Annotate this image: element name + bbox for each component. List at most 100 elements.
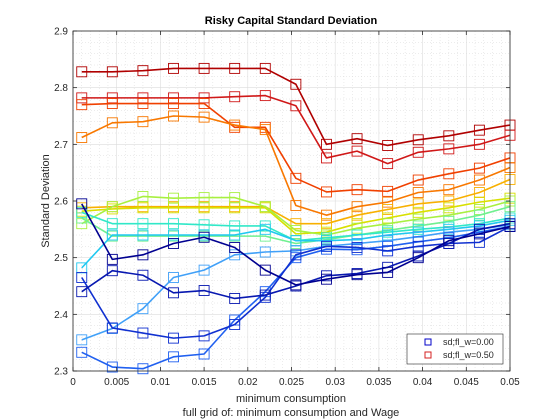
data-point	[168, 238, 179, 249]
x-tick-label: 0.02	[238, 377, 258, 388]
data-point	[137, 327, 149, 339]
data-point	[229, 319, 241, 330]
data-point	[412, 174, 424, 186]
series-layer	[76, 62, 516, 375]
data-point	[443, 209, 455, 221]
data-point	[321, 209, 332, 221]
series	[76, 198, 516, 291]
data-point	[106, 66, 118, 78]
data-point	[412, 187, 424, 198]
data-point	[229, 249, 241, 261]
legend: sd;fl_w=0.00 sd;fl_w=0.50	[406, 333, 504, 365]
data-point	[443, 168, 455, 180]
data-point	[473, 196, 485, 208]
series-line	[81, 94, 511, 165]
data-point	[259, 264, 271, 276]
y-tick-label: 2.8	[54, 83, 68, 94]
data-point	[259, 124, 271, 136]
data-point	[351, 242, 363, 253]
data-point	[290, 279, 302, 291]
x-axis: 0 0.005 0.01 0.015 0.02 0.025 0.03 0.035 0.04 0.0…	[70, 31, 520, 388]
data-point	[229, 91, 241, 103]
x-tick-label: 0.025	[279, 377, 304, 388]
series-line	[81, 67, 511, 147]
series-line	[81, 197, 511, 235]
data-point	[321, 186, 332, 198]
data-point	[412, 146, 424, 158]
x-tick-label: 0.01	[151, 377, 171, 388]
data-point	[137, 98, 149, 109]
data-point	[259, 289, 271, 301]
data-point	[137, 202, 149, 214]
data-point	[473, 228, 485, 240]
series-line	[81, 115, 511, 216]
x-tick-label: 0.05	[500, 377, 520, 388]
data-point	[168, 98, 179, 109]
data-point	[321, 138, 332, 150]
legend-box	[406, 333, 504, 365]
data-point	[229, 229, 241, 241]
chart-title: Risky Capital Standard Deviation	[205, 15, 378, 27]
data-point	[351, 222, 363, 234]
legend-entry: sd;fl_w=0.00	[424, 337, 494, 347]
data-point	[229, 242, 241, 253]
data-point	[351, 201, 363, 213]
data-point	[412, 134, 424, 146]
legend-entry: sd;fl_w=0.50	[424, 350, 494, 360]
x-tick-label: 0.04	[413, 377, 433, 388]
data-point	[473, 138, 485, 150]
data-point	[106, 265, 118, 277]
data-point	[473, 209, 485, 221]
data-point	[443, 202, 455, 214]
data-point	[106, 98, 118, 109]
series-line	[81, 203, 511, 286]
data-point	[290, 100, 302, 112]
data-point	[229, 62, 241, 74]
data-point	[76, 334, 88, 346]
x-tick-label: 0	[70, 377, 76, 388]
data-point	[198, 264, 210, 276]
data-point	[198, 330, 210, 342]
data-point	[137, 269, 149, 281]
data-point	[168, 110, 179, 122]
y-axis-label: Standard Deviation	[40, 154, 52, 248]
data-point	[168, 332, 179, 344]
data-point	[473, 236, 485, 248]
data-point	[473, 162, 485, 174]
data-point	[259, 90, 271, 102]
data-point	[76, 99, 88, 111]
data-point	[443, 143, 455, 155]
legend-marker-square-icon	[424, 351, 432, 359]
series	[76, 110, 516, 221]
data-point	[473, 124, 485, 136]
data-point	[382, 204, 394, 215]
x-tick-label: 0.005	[104, 377, 129, 388]
legend-label: sd;fl_w=0.00	[443, 337, 494, 347]
data-point	[443, 235, 455, 247]
data-point	[351, 209, 363, 221]
series	[76, 62, 516, 151]
x-tick-label: 0.03	[325, 377, 345, 388]
data-point	[412, 252, 424, 264]
data-point	[229, 119, 241, 131]
data-point	[321, 218, 332, 230]
data-point	[137, 116, 149, 128]
series-line	[81, 219, 511, 269]
data-point	[229, 220, 241, 232]
y-tick-label: 2.4	[54, 310, 68, 321]
data-point	[137, 191, 149, 202]
data-point	[382, 218, 394, 230]
chart-caption: full grid of: minimum consumption and Wa…	[183, 407, 400, 419]
data-point	[321, 240, 332, 252]
data-point	[229, 192, 241, 204]
data-point	[137, 363, 149, 375]
data-point	[321, 152, 332, 164]
data-point	[168, 287, 179, 299]
data-point	[443, 130, 455, 142]
data-point	[168, 62, 179, 74]
data-point	[412, 206, 424, 218]
data-point	[137, 249, 149, 261]
data-point	[76, 286, 88, 298]
data-point	[106, 361, 118, 373]
data-point	[259, 246, 271, 258]
